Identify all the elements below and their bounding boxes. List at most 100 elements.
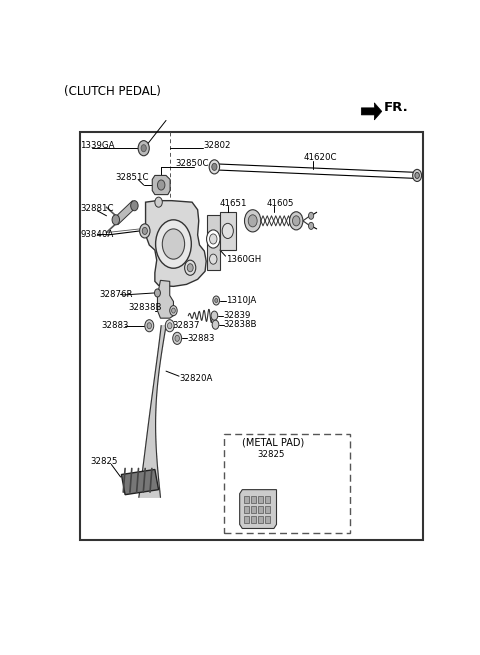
Circle shape <box>215 299 218 303</box>
Circle shape <box>211 311 218 320</box>
Polygon shape <box>146 436 156 439</box>
Polygon shape <box>143 468 158 471</box>
Circle shape <box>141 145 146 152</box>
Polygon shape <box>160 331 165 335</box>
Polygon shape <box>151 402 156 404</box>
Polygon shape <box>156 361 160 364</box>
Circle shape <box>145 320 154 332</box>
Circle shape <box>292 215 300 226</box>
Text: 1339GA: 1339GA <box>81 141 115 150</box>
Bar <box>220 212 236 250</box>
Polygon shape <box>159 337 164 340</box>
Polygon shape <box>142 474 158 477</box>
Polygon shape <box>155 375 158 378</box>
Polygon shape <box>121 470 158 495</box>
Polygon shape <box>147 430 156 433</box>
Polygon shape <box>207 215 220 271</box>
Bar <box>251 506 256 514</box>
Bar <box>251 516 256 523</box>
Circle shape <box>209 160 219 174</box>
Polygon shape <box>142 471 158 474</box>
Polygon shape <box>150 410 156 413</box>
Bar <box>244 506 249 514</box>
Polygon shape <box>145 445 156 448</box>
Polygon shape <box>144 451 156 454</box>
Polygon shape <box>157 355 161 358</box>
Circle shape <box>187 264 193 272</box>
Polygon shape <box>156 366 160 369</box>
Circle shape <box>140 224 150 238</box>
Circle shape <box>309 222 314 229</box>
Circle shape <box>131 200 138 211</box>
Polygon shape <box>152 392 157 396</box>
Polygon shape <box>158 346 163 349</box>
Polygon shape <box>157 352 162 355</box>
Text: 32851C: 32851C <box>115 173 148 182</box>
Circle shape <box>289 212 303 230</box>
Circle shape <box>415 172 420 178</box>
Text: 32825: 32825 <box>257 450 285 459</box>
Text: 1310JA: 1310JA <box>226 296 256 305</box>
Polygon shape <box>139 491 160 495</box>
Circle shape <box>155 197 162 207</box>
Text: 32881C: 32881C <box>81 204 114 214</box>
Text: 32876R: 32876R <box>99 290 132 299</box>
Bar <box>251 496 256 503</box>
Circle shape <box>222 223 233 238</box>
Polygon shape <box>154 378 158 381</box>
Text: (METAL PAD): (METAL PAD) <box>242 438 304 448</box>
Circle shape <box>156 220 192 269</box>
Bar <box>265 506 270 514</box>
Bar <box>244 516 249 523</box>
Polygon shape <box>150 407 156 410</box>
Text: 41620C: 41620C <box>304 153 337 162</box>
Circle shape <box>175 335 180 341</box>
Polygon shape <box>156 364 160 366</box>
Circle shape <box>173 332 181 345</box>
Circle shape <box>165 320 174 332</box>
Circle shape <box>244 210 261 232</box>
Bar <box>258 496 263 503</box>
Circle shape <box>147 323 152 329</box>
Polygon shape <box>118 200 132 225</box>
Polygon shape <box>144 454 156 457</box>
Polygon shape <box>153 384 157 386</box>
Polygon shape <box>140 485 159 489</box>
Circle shape <box>213 296 219 305</box>
Polygon shape <box>148 424 156 428</box>
Text: 32820A: 32820A <box>179 374 213 383</box>
Polygon shape <box>149 419 156 422</box>
Polygon shape <box>157 358 161 361</box>
Bar <box>244 496 249 503</box>
Bar <box>265 516 270 523</box>
Text: 32837: 32837 <box>173 321 200 330</box>
Polygon shape <box>152 396 156 398</box>
Text: 32825: 32825 <box>91 457 118 466</box>
Polygon shape <box>141 483 159 485</box>
Polygon shape <box>148 422 156 424</box>
Polygon shape <box>146 439 156 442</box>
Text: 32838B: 32838B <box>224 320 257 329</box>
Circle shape <box>413 170 421 181</box>
Polygon shape <box>146 442 156 445</box>
Polygon shape <box>160 329 166 331</box>
Circle shape <box>212 163 217 170</box>
Polygon shape <box>155 372 159 375</box>
Polygon shape <box>159 340 164 343</box>
Polygon shape <box>151 398 156 402</box>
Polygon shape <box>154 381 158 384</box>
Polygon shape <box>141 479 159 483</box>
Text: 32839: 32839 <box>223 311 250 320</box>
Circle shape <box>171 308 175 313</box>
Circle shape <box>210 234 217 244</box>
Polygon shape <box>148 428 156 430</box>
Text: 32838B: 32838B <box>129 303 162 312</box>
Bar <box>265 496 270 503</box>
Circle shape <box>212 320 219 329</box>
Circle shape <box>162 229 185 259</box>
Polygon shape <box>158 349 162 352</box>
Bar <box>258 516 263 523</box>
Circle shape <box>157 180 165 190</box>
Polygon shape <box>155 369 159 372</box>
Circle shape <box>170 305 177 316</box>
